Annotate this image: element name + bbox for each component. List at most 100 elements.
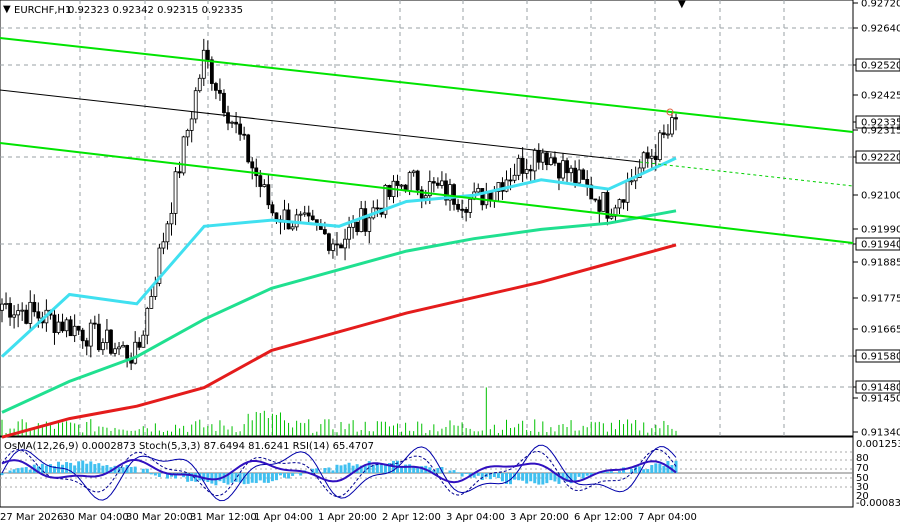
stochastic-main-line [1, 444, 677, 502]
time-label: 1 Apr 04:00 [254, 512, 313, 523]
candle-body [585, 179, 590, 186]
osma-bar [650, 465, 654, 473]
osma-bar [210, 473, 214, 484]
candle-body [76, 325, 81, 331]
channel-mid-line[interactable] [0, 89, 641, 163]
candle-body [581, 169, 586, 180]
channel-lower-line[interactable] [0, 142, 854, 244]
candle-body [427, 181, 432, 197]
osma-bar [400, 466, 404, 473]
osma-bar [157, 473, 161, 477]
candle-body [92, 322, 97, 325]
osma-bar [589, 473, 593, 477]
candle-body [661, 132, 666, 135]
candle-body [512, 174, 517, 181]
candle-body [8, 303, 12, 318]
osma-bar [412, 466, 416, 473]
candle-body [605, 192, 610, 219]
price-label: 0.91665 [861, 325, 900, 336]
time-label: 2 Apr 12:00 [382, 512, 441, 523]
price-axis: 0.92720 0.92640 0.92520 0.92425 0.923350.923… [853, 0, 900, 439]
candle-body [36, 311, 41, 319]
osma-bar [48, 464, 52, 473]
symbol-timeframe: EURCHF,H1 [14, 5, 71, 16]
price-label-box [855, 58, 900, 72]
candle-body [218, 89, 222, 94]
osma-bar [545, 473, 549, 484]
moving-average-144 [1, 209, 677, 414]
candle-body [290, 226, 295, 230]
channel-upper-line[interactable] [0, 37, 854, 133]
osma-bar [504, 473, 508, 484]
candle-body [205, 49, 210, 61]
osma-bar [93, 464, 97, 473]
osma-bar [165, 473, 169, 479]
candle-body [444, 180, 448, 201]
candle-body [363, 208, 368, 232]
osma-bar [149, 473, 153, 475]
candle-body [238, 123, 243, 135]
indicator-axis-label: 80 [856, 453, 869, 464]
candle-body [80, 329, 85, 342]
candle-body [72, 325, 77, 337]
candle-body [149, 296, 154, 309]
osma-bar [549, 473, 553, 481]
osma-bar [343, 464, 347, 473]
osma-bar [662, 465, 666, 473]
candle-body [440, 180, 444, 186]
candle-body [649, 155, 654, 159]
osma-bar [145, 468, 149, 473]
candle-body [504, 179, 509, 192]
indicator-axis-label: 30 [856, 482, 869, 493]
osma-bar [226, 473, 230, 485]
candle-body [0, 303, 4, 311]
osma-bar [129, 467, 133, 473]
candle-body [201, 49, 206, 79]
osma-bar [16, 468, 20, 473]
osma-bar [299, 473, 303, 476]
collapse-arrow-icon[interactable]: ▼ [3, 4, 11, 15]
moving-average-200 [1, 243, 677, 439]
candle-body [480, 188, 485, 206]
osma-bar [525, 473, 529, 484]
candle-body [117, 346, 121, 350]
candle-body [133, 341, 138, 364]
candle-body [322, 229, 327, 235]
candle-body [4, 303, 8, 305]
osma-bar [234, 473, 238, 482]
osma-bar [36, 466, 40, 473]
candle-body [12, 314, 17, 318]
candle-body [423, 195, 428, 199]
osma-bar [262, 473, 266, 483]
osma-bar [44, 465, 48, 473]
time-label: 3 Apr 04:00 [446, 512, 505, 523]
candle-body [145, 308, 150, 336]
candle-body [185, 130, 190, 138]
candle-body [125, 345, 130, 359]
candle-body [516, 157, 521, 176]
price-candles [0, 38, 678, 371]
scroll-marker-icon[interactable]: ▼ [678, 0, 686, 10]
osma-bar [174, 473, 178, 479]
indicator-title: OsMA(12,26,9) 0.0002873 Stoch(5,3,3) 87.… [4, 441, 374, 452]
osma-bar [230, 473, 234, 483]
time-label: 31 Mar 12:00 [190, 512, 257, 523]
osma-bar [432, 470, 436, 473]
candle-body [456, 203, 460, 210]
osma-bar [242, 473, 246, 485]
osma-bar [65, 462, 69, 473]
candle-body [532, 149, 537, 172]
osma-bar [456, 472, 460, 473]
osma-bar [617, 471, 621, 473]
candle-body [492, 191, 497, 202]
osma-bar [642, 469, 646, 473]
osma-bar [351, 465, 355, 473]
osma-bar [375, 463, 379, 473]
candle-body [165, 223, 170, 243]
osma-bar [8, 470, 12, 473]
osma-bar [367, 461, 371, 473]
osma-bar [287, 473, 291, 479]
price-label-box [855, 115, 900, 129]
